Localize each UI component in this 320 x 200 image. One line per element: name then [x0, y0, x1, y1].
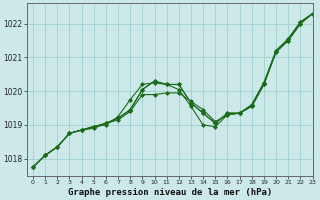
X-axis label: Graphe pression niveau de la mer (hPa): Graphe pression niveau de la mer (hPa) — [68, 188, 272, 197]
